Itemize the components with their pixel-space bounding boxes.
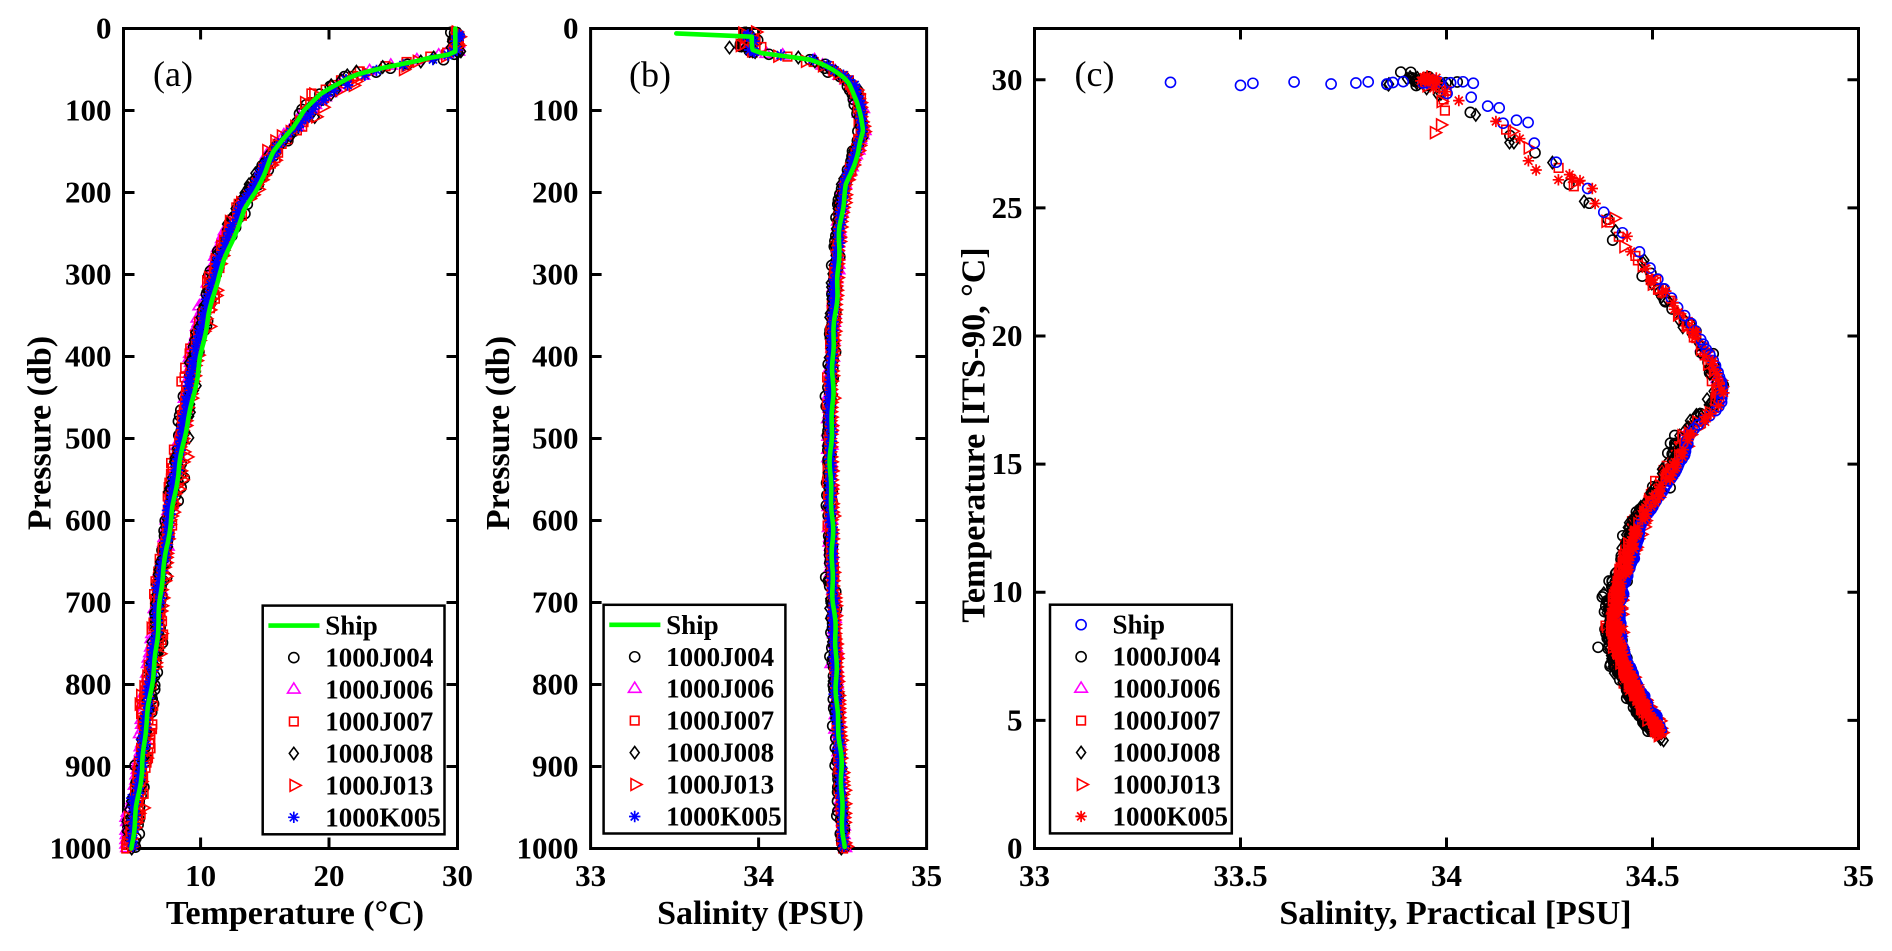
- svg-text:100: 100: [532, 93, 579, 128]
- svg-text:20: 20: [314, 858, 345, 893]
- svg-text:1000: 1000: [50, 831, 112, 866]
- svg-text:1000J008: 1000J008: [666, 738, 774, 768]
- svg-text:900: 900: [65, 749, 112, 784]
- svg-text:15: 15: [992, 446, 1023, 481]
- svg-text:1000J004: 1000J004: [325, 643, 433, 673]
- svg-text:34: 34: [1431, 858, 1462, 893]
- svg-text:400: 400: [65, 339, 112, 374]
- svg-text:(a): (a): [153, 54, 193, 94]
- svg-text:Ship: Ship: [1113, 610, 1166, 640]
- svg-text:Ship: Ship: [666, 610, 719, 640]
- svg-text:600: 600: [65, 503, 112, 538]
- svg-text:35: 35: [911, 858, 942, 893]
- svg-text:34: 34: [743, 858, 774, 893]
- svg-text:1000J008: 1000J008: [325, 738, 433, 768]
- svg-text:10: 10: [185, 858, 216, 893]
- svg-text:30: 30: [442, 858, 473, 893]
- svg-text:1000K005: 1000K005: [325, 802, 441, 832]
- svg-text:300: 300: [532, 257, 579, 292]
- svg-text:700: 700: [65, 585, 112, 620]
- svg-text:0: 0: [563, 11, 579, 46]
- svg-text:1000J004: 1000J004: [1113, 642, 1221, 672]
- svg-text:Salinity (PSU): Salinity (PSU): [657, 895, 864, 932]
- svg-text:1000J007: 1000J007: [1113, 706, 1221, 736]
- svg-text:Salinity, Practical [PSU]: Salinity, Practical [PSU]: [1279, 895, 1631, 932]
- svg-text:10: 10: [992, 574, 1023, 609]
- svg-text:Pressure (db): Pressure (db): [480, 336, 517, 530]
- svg-text:1000K005: 1000K005: [1113, 801, 1229, 831]
- svg-text:(c): (c): [1075, 54, 1115, 94]
- svg-text:1000J006: 1000J006: [666, 674, 774, 704]
- svg-text:1000J013: 1000J013: [666, 770, 774, 800]
- svg-text:700: 700: [532, 585, 579, 620]
- svg-text:1000J004: 1000J004: [666, 642, 774, 672]
- svg-text:Temperature (°C): Temperature (°C): [166, 895, 424, 932]
- svg-text:200: 200: [532, 175, 579, 210]
- svg-text:100: 100: [65, 93, 112, 128]
- svg-text:33: 33: [575, 858, 606, 893]
- svg-text:20: 20: [992, 318, 1023, 353]
- svg-text:30: 30: [992, 62, 1023, 97]
- svg-text:1000J008: 1000J008: [1113, 738, 1221, 768]
- svg-text:0: 0: [1007, 831, 1023, 866]
- svg-text:Ship: Ship: [325, 611, 378, 641]
- svg-text:1000: 1000: [517, 831, 579, 866]
- svg-text:900: 900: [532, 749, 579, 784]
- svg-text:500: 500: [532, 421, 579, 456]
- svg-text:1000K005: 1000K005: [666, 802, 782, 832]
- svg-text:800: 800: [532, 667, 579, 702]
- svg-text:34.5: 34.5: [1625, 858, 1679, 893]
- svg-text:1000J006: 1000J006: [325, 675, 433, 705]
- svg-text:5: 5: [1007, 702, 1023, 737]
- svg-text:800: 800: [65, 667, 112, 702]
- svg-text:1000J007: 1000J007: [325, 707, 433, 737]
- svg-text:25: 25: [992, 190, 1023, 225]
- svg-text:1000J013: 1000J013: [325, 770, 433, 800]
- svg-text:200: 200: [65, 175, 112, 210]
- svg-text:1000J007: 1000J007: [666, 706, 774, 736]
- svg-text:0: 0: [96, 11, 112, 46]
- svg-text:1000J013: 1000J013: [1113, 770, 1221, 800]
- svg-text:500: 500: [65, 421, 112, 456]
- svg-text:(b): (b): [629, 55, 671, 95]
- svg-text:300: 300: [65, 257, 112, 292]
- svg-text:1000J006: 1000J006: [1113, 674, 1221, 704]
- svg-text:33: 33: [1019, 858, 1050, 893]
- svg-text:33.5: 33.5: [1213, 858, 1267, 893]
- svg-text:35: 35: [1843, 858, 1874, 893]
- svg-text:600: 600: [532, 503, 579, 538]
- svg-text:Temperature [ITS-90, °C]: Temperature [ITS-90, °C]: [956, 247, 993, 622]
- svg-text:400: 400: [532, 339, 579, 374]
- svg-text:Pressure (db): Pressure (db): [22, 336, 59, 530]
